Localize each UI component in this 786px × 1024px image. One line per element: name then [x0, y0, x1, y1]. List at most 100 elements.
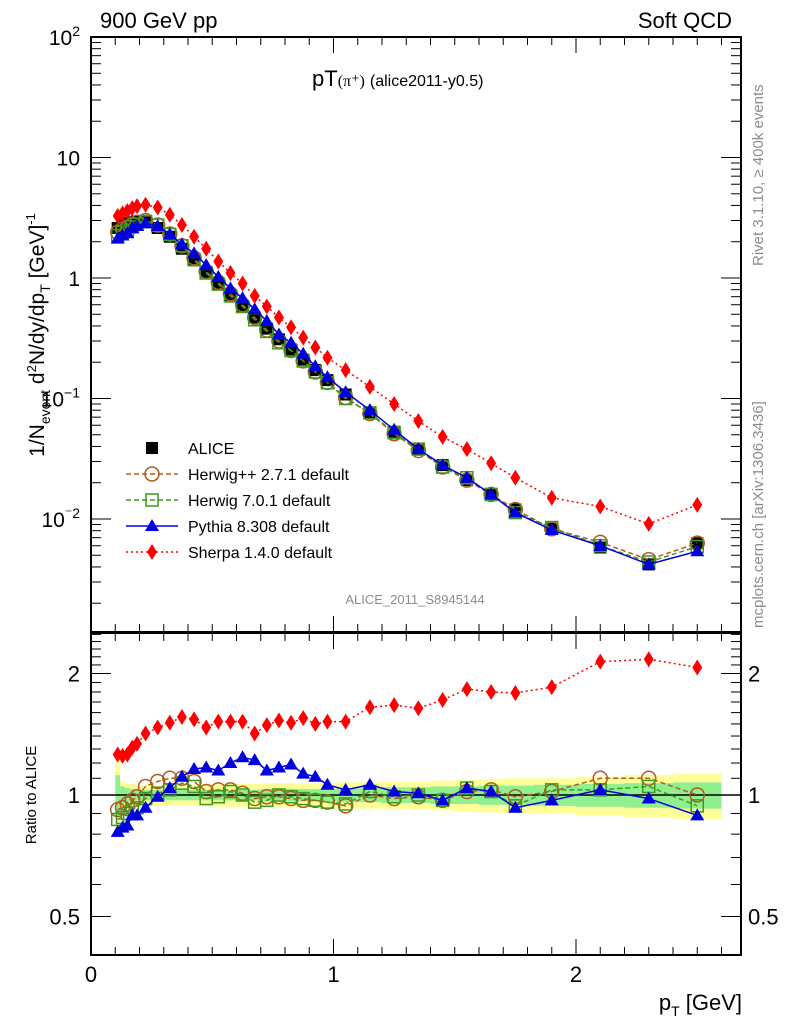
point-sherpa [189, 711, 200, 728]
point-sherpa [273, 712, 284, 729]
point-sherpa [261, 298, 272, 315]
point-sherpa [152, 719, 163, 736]
ratio-y-tick-label-right: 1 [748, 783, 760, 808]
point-herwig7 [235, 788, 250, 802]
point-pythia [150, 789, 165, 802]
ratio-frame [90, 632, 742, 956]
point-sherpa [261, 717, 272, 734]
point-pythia [271, 327, 286, 340]
legend-marker [147, 544, 157, 560]
point-sherpa [273, 309, 284, 326]
point-pythia [544, 523, 559, 536]
point-pythia [174, 237, 189, 250]
point-pythia [690, 544, 705, 557]
point-sherpa [486, 683, 497, 700]
point-pythia [235, 750, 250, 763]
point-sherpa [595, 498, 606, 515]
point-sherpa [389, 697, 400, 714]
point-pythia [338, 782, 353, 795]
main-frame [90, 36, 742, 633]
point-pythia [484, 487, 499, 500]
point-pythia [308, 769, 323, 782]
point-sherpa [546, 489, 557, 506]
point-sherpa [237, 713, 248, 730]
legend-item: Sherpa 1.4.0 default [126, 544, 333, 562]
point-sherpa [643, 651, 654, 668]
category-label: Soft QCD [638, 8, 732, 33]
point-pythia [162, 227, 177, 240]
point-pythia [187, 761, 202, 774]
point-pythia [362, 777, 377, 790]
point-sherpa [176, 217, 187, 234]
point-pythia [235, 291, 250, 304]
point-pythia [308, 359, 323, 372]
point-sherpa [298, 329, 309, 346]
point-sherpa [437, 428, 448, 445]
point-pythia [138, 800, 153, 813]
point-pythia [259, 763, 274, 776]
point-pythia [387, 422, 402, 435]
xlabel: pT [GeV] [659, 990, 742, 1019]
point-sherpa [692, 496, 703, 513]
point-pythia [162, 781, 177, 794]
series-line-sherpa [117, 658, 698, 757]
legend-marker [145, 493, 159, 507]
point-pythia [223, 281, 238, 294]
point-sherpa [140, 196, 151, 213]
ratio-y-tick-label-right: 2 [748, 662, 760, 687]
point-sherpa [213, 253, 224, 270]
point-pythia [411, 442, 426, 455]
point-pythia [211, 763, 226, 776]
point-sherpa [298, 710, 309, 727]
legend-item: Herwig 7.0.1 default [126, 493, 331, 510]
point-herwigpp [271, 789, 287, 805]
point-pythia [211, 269, 226, 282]
point-sherpa [310, 715, 321, 732]
point-pythia [387, 784, 402, 797]
ratio-y-tick-label: 1 [68, 783, 80, 808]
y-tick-label: 10−1 [41, 385, 81, 412]
point-sherpa [249, 287, 260, 304]
point-sherpa [132, 735, 143, 752]
legend-item: ALICE [146, 441, 234, 458]
x-tick-label: 1 [327, 962, 339, 987]
legend: ALICE Herwig++ 2.7.1 default Herwig 7.0.1 … [126, 441, 350, 562]
point-pythia [641, 557, 656, 570]
point-sherpa [164, 714, 175, 731]
legend-item: Pythia 8.308 default [126, 519, 330, 536]
point-pythia [320, 370, 335, 383]
uncertainty-band-inner [115, 775, 121, 818]
legend-label: Herwig++ 2.7.1 default [188, 467, 350, 484]
y-tick-label: 1 [68, 268, 80, 291]
point-pythia [296, 766, 311, 779]
point-pythia [690, 808, 705, 821]
point-pythia [199, 258, 214, 271]
point-pythia [284, 757, 299, 770]
point-pythia [641, 791, 656, 804]
point-sherpa [413, 700, 424, 717]
point-pythia [174, 769, 189, 782]
point-pythia [435, 458, 450, 471]
analysis-watermark: ALICE_2011_S8945144 [345, 592, 484, 607]
x-tick-label: 0 [85, 962, 97, 987]
ratio-y-tick-label-right: 0.5 [748, 905, 779, 930]
point-sherpa [461, 441, 472, 458]
ratio-y-tick-label: 0.5 [49, 905, 80, 930]
point-sherpa [413, 413, 424, 430]
legend-marker [145, 519, 159, 531]
point-sherpa [692, 659, 703, 676]
legend-marker [146, 442, 158, 454]
point-sherpa [237, 275, 248, 292]
point-sherpa [225, 265, 236, 282]
point-herwigpp [149, 773, 166, 790]
legend-label: Herwig 7.0.1 default [188, 493, 331, 510]
point-sherpa [486, 455, 497, 472]
point-pythia [247, 753, 262, 766]
point-sherpa [437, 691, 448, 708]
point-herwigpp [689, 787, 705, 803]
point-sherpa [225, 713, 236, 730]
point-herwigpp [307, 792, 324, 809]
point-sherpa [595, 653, 606, 670]
point-herwigpp [319, 794, 336, 810]
energy-label: 900 GeV pp [100, 8, 217, 33]
